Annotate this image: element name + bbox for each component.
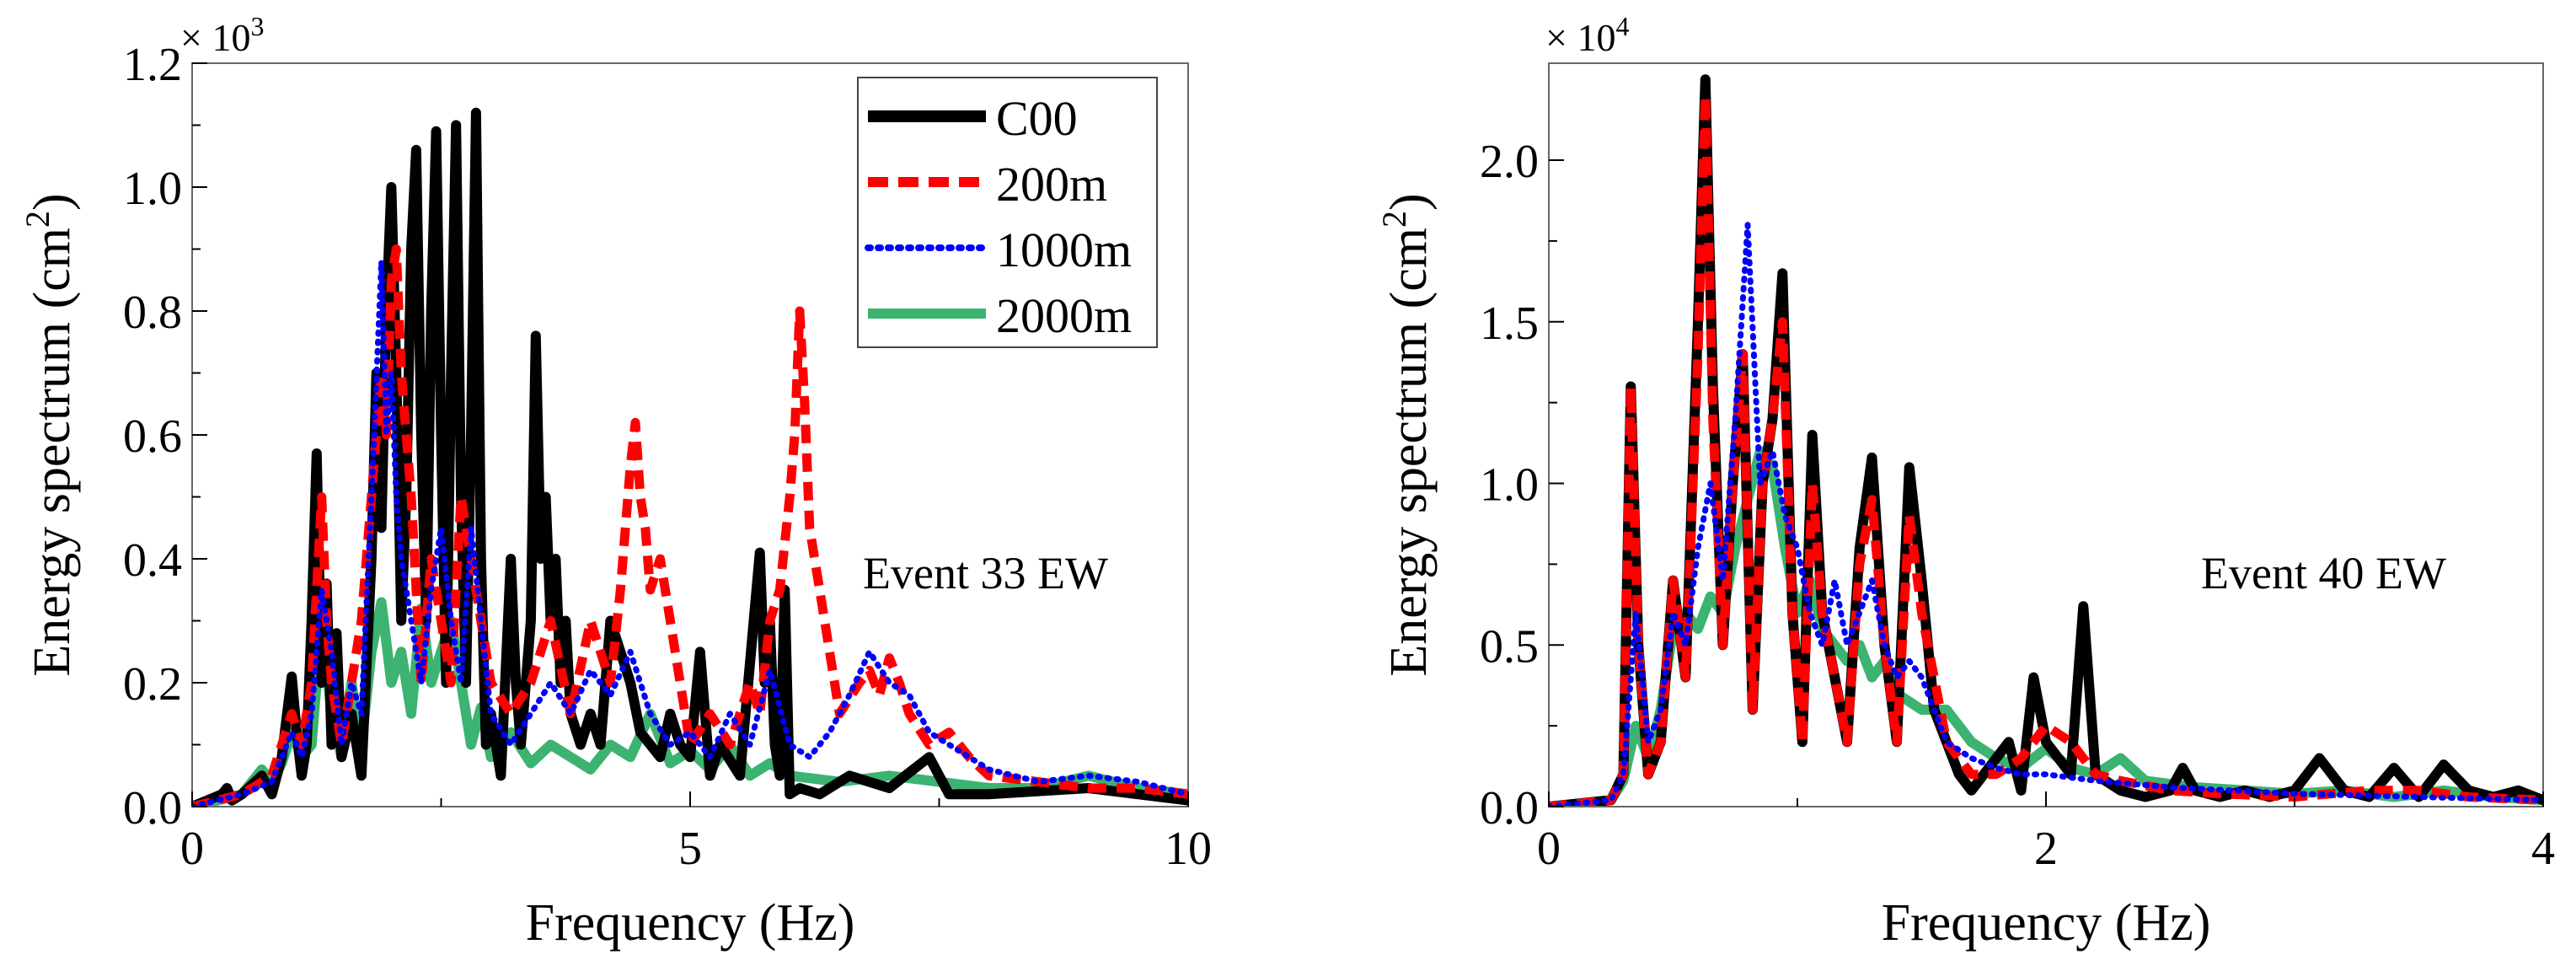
- y-tick-label: 0.0: [123, 782, 182, 834]
- y-tick-label: 0.4: [123, 534, 182, 587]
- x-tick-label: 2: [2034, 823, 2058, 875]
- y-axis-label: Energy spectrum (cm2): [19, 193, 81, 676]
- chart-panel-event-40: 0 2 4 0.0 0.5 1.0 1.5 2.0 Frequency (Hz) Energ…: [1375, 11, 2555, 952]
- series-layer: [192, 107, 1188, 807]
- x-axis-label: Frequency (Hz): [526, 894, 855, 952]
- y-tick-label: 0.5: [1480, 620, 1539, 673]
- legend-label-2000m: 2000m: [996, 288, 1132, 343]
- x-tick-label: 0: [180, 823, 204, 875]
- y-axis-multiplier: × 103: [180, 11, 264, 59]
- x-axis: 0 5 10: [180, 791, 1212, 875]
- x-axis: 0 2 4: [1537, 791, 2555, 875]
- x-tick-label: 10: [1165, 823, 1212, 875]
- chart-panel-event-33: 0 5 10 0.0 0.2 0.4 0.6 0.8 1.0 1.2 Frequency (Hz…: [19, 11, 1212, 952]
- x-tick-label: 5: [678, 823, 702, 875]
- y-tick-label: 0.6: [123, 410, 182, 463]
- y-tick-label: 0.0: [1480, 782, 1539, 834]
- chart-annotation: Event 33 EW: [863, 548, 1108, 598]
- series-line-200m: [1549, 90, 2543, 807]
- y-axis-multiplier: × 104: [1545, 11, 1629, 59]
- plot-area: [1549, 74, 2543, 807]
- x-axis-label: Frequency (Hz): [1882, 894, 2211, 952]
- legend-label-c00: C00: [996, 91, 1078, 146]
- plot-area: [192, 107, 1188, 807]
- y-axis: 0.0 0.5 1.0 1.5 2.0: [1480, 136, 1564, 834]
- legend-label-1000m: 1000m: [996, 223, 1132, 277]
- series-line-c00: [1549, 74, 2543, 807]
- y-tick-label: 1.5: [1480, 298, 1539, 350]
- legend: C00 200m 1000m 2000m: [857, 77, 1158, 348]
- y-tick-label: 1.0: [123, 163, 182, 215]
- series-line-1000m: [192, 258, 1188, 807]
- y-tick-label: 2.0: [1480, 136, 1539, 188]
- y-axis: 0.0 0.2 0.4 0.6 0.8 1.0 1.2: [123, 39, 207, 834]
- y-tick-label: 0.2: [123, 658, 182, 711]
- series-layer: [1549, 74, 2543, 807]
- y-tick-label: 1.2: [123, 39, 182, 91]
- legend-label-200m: 200m: [996, 157, 1107, 212]
- y-tick-label: 0.8: [123, 287, 182, 339]
- y-axis-label: Energy spectrum (cm2): [1375, 193, 1438, 676]
- series-line-1000m: [1549, 222, 2543, 807]
- series-line-200m: [192, 244, 1188, 807]
- x-tick-label: 0: [1537, 823, 1561, 875]
- y-tick-label: 1.0: [1480, 459, 1539, 512]
- series-line-2000m: [1549, 446, 2543, 807]
- chart-annotation: Event 40 EW: [2201, 548, 2446, 598]
- x-tick-label: 4: [2531, 823, 2555, 875]
- legend-box: [857, 77, 1158, 348]
